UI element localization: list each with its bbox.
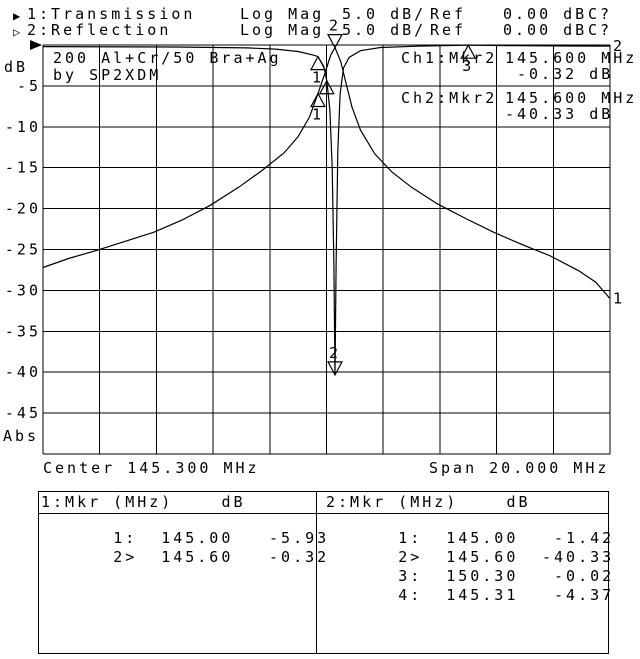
trace2-pointer-icon: ▷ (13, 25, 21, 39)
ch2-readout-label: Ch2:Mkr2 (401, 89, 498, 107)
marker-db: -4.37 (554, 586, 615, 604)
table-row: 1: 145.00 -1.42 (326, 514, 614, 562)
marker-number: 3: (398, 567, 423, 585)
marker-freq: 150.30 (446, 567, 519, 585)
annotation-line1: 200 Al+Cr/50 Bra+Ag (53, 49, 282, 67)
trace2-cal-status: C? (588, 21, 613, 39)
marker-4-ch2-icon (318, 79, 335, 95)
span-label: Span 20.000 MHz (429, 459, 610, 477)
chart-canvas: -5 -10 -15 -20 -25 -30 -35 -40 -45 dB Abs 1 2 1 1 2 2 3 (3, 17, 625, 455)
marker-3-ch2-icon (460, 43, 477, 59)
table-row: 2> 145.60 -0.32 (41, 533, 329, 581)
marker-number: 1: (398, 529, 423, 547)
marker-db: -40.33 (542, 548, 615, 566)
marker-table: 1:Mkr (MHz) dB 2:Mkr (MHz) dB 1: 145.00 -5… (38, 491, 611, 654)
trace2-ref-label: Ref (430, 21, 467, 39)
trace-1-end-label: 1 (613, 290, 625, 308)
marker-1-ch2-icon (309, 55, 326, 71)
marker-2-ch2-icon (327, 361, 344, 377)
table-row: 3: 150.30 -0.02 (326, 552, 614, 600)
annotation-line2: by SP2XDM (53, 66, 162, 84)
trace1-ref-label: Ref (430, 5, 467, 23)
marker-freq: 145.31 (446, 586, 519, 604)
table-row: 2> 145.60 -40.33 (326, 533, 614, 581)
marker-number: 4: (398, 586, 423, 604)
marker-freq: 145.60 (161, 548, 234, 566)
marker-freq: 145.60 (446, 548, 519, 566)
y-tick-label: -20 (5, 200, 41, 218)
y-axis-mode-label: Abs (3, 427, 39, 445)
marker-table-left-header: 1:Mkr (MHz) dB (41, 493, 246, 511)
ch1-readout-level: -0.32 dB (517, 65, 614, 83)
marker-freq: 145.00 (161, 529, 234, 547)
marker-2-ch1-label: 2 (329, 17, 341, 35)
ch1-readout-freq: 145.600 MHz (505, 49, 638, 67)
y-tick-label: -10 (5, 118, 41, 136)
table-row: 4: 145.31 -4.37 (326, 571, 614, 619)
marker-db: -0.32 (269, 548, 330, 566)
ref-level-pointer-icon (30, 40, 42, 50)
y-tick-label: -30 (5, 281, 41, 299)
y-tick-label: -25 (5, 241, 41, 259)
trace1-ref-value: 0.00 dB (503, 5, 588, 23)
marker-table-header-rule (39, 513, 608, 514)
marker-3-ch2-label: 3 (462, 57, 474, 75)
y-tick-label: -40 (5, 363, 41, 381)
trace1-pointer-icon: ▶ (13, 9, 21, 23)
marker-freq: 145.00 (446, 529, 519, 547)
y-tick-label: -15 (5, 159, 41, 177)
marker-1-ch1-label: 1 (312, 106, 324, 124)
marker-db: -1.42 (554, 529, 615, 547)
trace-2-end-label: 2 (613, 37, 625, 55)
table-row: 1: 145.00 -5.93 (41, 514, 329, 562)
marker-number: 1: (113, 529, 138, 547)
y-tick-label: -45 (5, 404, 41, 422)
marker-2-ch1-icon (327, 34, 344, 49)
marker-db: -0.02 (554, 567, 615, 585)
ch1-readout-label: Ch1:Mkr2 (401, 49, 498, 67)
marker-table-divider (316, 492, 317, 653)
y-tick-label: -35 (5, 322, 41, 340)
y-tick-label: -5 (17, 77, 41, 95)
trace1-format: Log Mag (240, 5, 325, 23)
trace2-ref-value: 0.00 dB (503, 21, 588, 39)
center-frequency-label: Center 145.300 MHz (43, 459, 260, 477)
trace1-title: 1:Transmission (27, 5, 196, 23)
trace2-scale: 5.0 dB/ (342, 21, 427, 39)
trace2-title: 2:Reflection (27, 21, 172, 39)
trace1-cal-status: C? (588, 5, 613, 23)
trace1-scale: 5.0 dB/ (342, 5, 427, 23)
marker-number: 2> (398, 548, 423, 566)
marker-db: -5.93 (269, 529, 330, 547)
marker-table-right-header: 2:Mkr (MHz) dB (326, 493, 531, 511)
y-axis-unit-label: dB (4, 58, 28, 76)
ch2-readout-freq: 145.600 MHz (505, 89, 638, 107)
ch2-readout-level: -40.33 dB (505, 105, 614, 123)
marker-1-ch2-label: 1 (312, 69, 324, 87)
marker-1-ch1-icon (309, 92, 326, 108)
marker-number: 2> (113, 548, 138, 566)
trace2-format: Log Mag (240, 21, 325, 39)
marker-2-ch2-label: 2 (329, 344, 341, 362)
